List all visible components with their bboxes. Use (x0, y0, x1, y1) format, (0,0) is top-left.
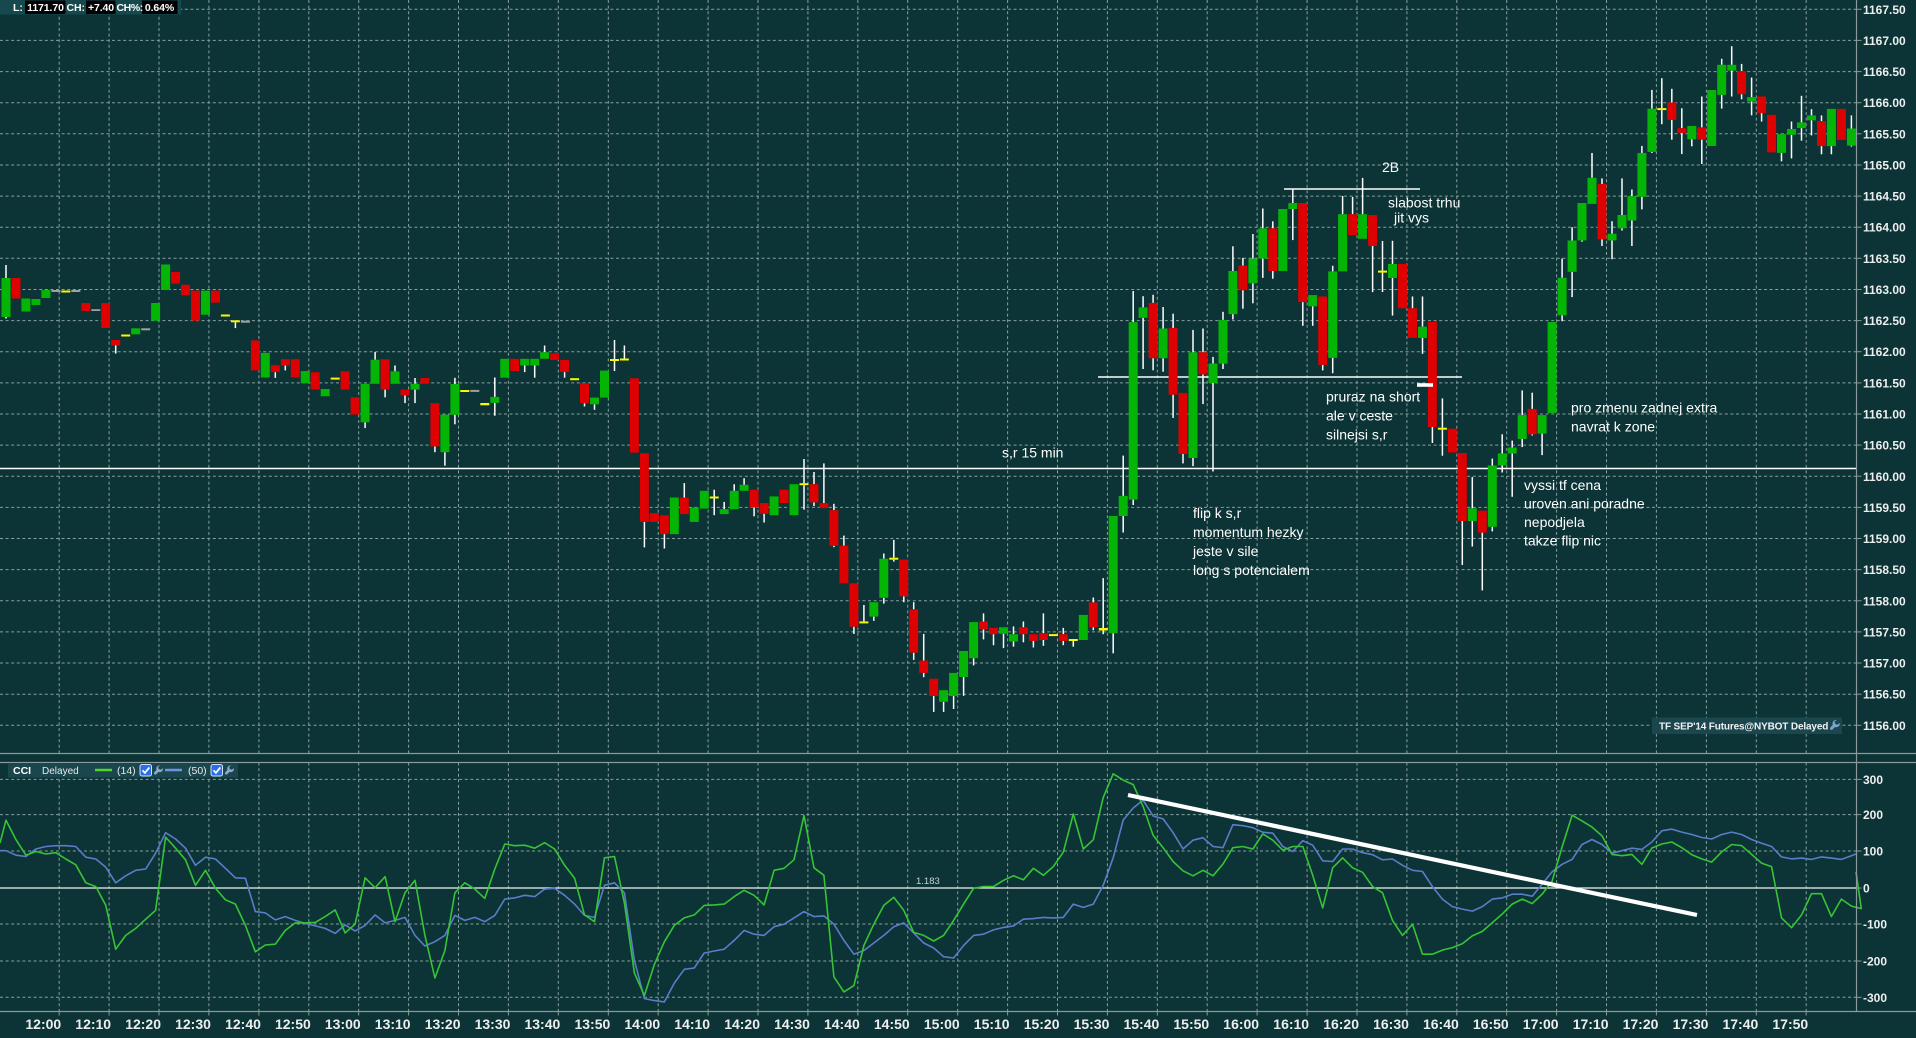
svg-text:100: 100 (1863, 845, 1883, 859)
svg-text:16:00: 16:00 (1223, 1016, 1259, 1032)
svg-text:2B: 2B (1382, 159, 1399, 175)
svg-text:1158.00: 1158.00 (1863, 594, 1906, 608)
svg-text:17:20: 17:20 (1623, 1016, 1659, 1032)
svg-text:jeste v sile: jeste v sile (1192, 543, 1259, 559)
svg-text:300: 300 (1863, 773, 1883, 787)
svg-text:1161.50: 1161.50 (1863, 376, 1906, 390)
svg-text:1167.50: 1167.50 (1863, 3, 1906, 17)
svg-text:-200: -200 (1863, 955, 1887, 969)
svg-text:15:40: 15:40 (1123, 1016, 1159, 1032)
svg-text:jit vys: jit vys (1393, 210, 1429, 226)
svg-text:s,r 15 min: s,r 15 min (1002, 445, 1063, 461)
svg-text:flip k s,r: flip k s,r (1193, 505, 1242, 521)
svg-text:12:20: 12:20 (125, 1016, 161, 1032)
svg-text:17:40: 17:40 (1722, 1016, 1758, 1032)
svg-text:Delayed: Delayed (42, 766, 79, 777)
svg-text:1164.00: 1164.00 (1863, 221, 1906, 235)
svg-text:L:: L: (13, 2, 23, 14)
svg-text:1159.50: 1159.50 (1863, 501, 1906, 515)
svg-text:13:00: 13:00 (325, 1016, 361, 1032)
svg-text:16:30: 16:30 (1373, 1016, 1409, 1032)
svg-text:ale v ceste: ale v ceste (1326, 408, 1393, 424)
svg-text:14:10: 14:10 (674, 1016, 710, 1032)
svg-text:vyssi tf cena: vyssi tf cena (1524, 477, 1601, 493)
svg-text:14:30: 14:30 (774, 1016, 810, 1032)
svg-text:12:10: 12:10 (75, 1016, 111, 1032)
svg-text:15:30: 15:30 (1074, 1016, 1110, 1032)
svg-text:12:40: 12:40 (225, 1016, 261, 1032)
svg-text:13:10: 13:10 (375, 1016, 411, 1032)
svg-text:1160.50: 1160.50 (1863, 439, 1906, 453)
svg-text:1166.50: 1166.50 (1863, 65, 1906, 79)
svg-text:14:50: 14:50 (874, 1016, 910, 1032)
svg-text:1163.00: 1163.00 (1863, 283, 1906, 297)
svg-text:14:00: 14:00 (624, 1016, 660, 1032)
svg-text:15:20: 15:20 (1024, 1016, 1060, 1032)
svg-text:0.64%: 0.64% (145, 2, 175, 14)
svg-text:TF SEP'14 Futures@NYBOT Delaye: TF SEP'14 Futures@NYBOT Delayed (1659, 722, 1828, 733)
svg-text:-300: -300 (1863, 991, 1887, 1005)
svg-text:1171.70: 1171.70 (27, 2, 64, 14)
svg-text:uroven ani poradne: uroven ani poradne (1524, 496, 1645, 512)
svg-text:1165.00: 1165.00 (1863, 159, 1906, 173)
svg-text:17:10: 17:10 (1573, 1016, 1609, 1032)
svg-text:takze flip nic: takze flip nic (1524, 533, 1601, 549)
svg-text:1158.50: 1158.50 (1863, 563, 1906, 577)
svg-text:+7.40: +7.40 (88, 2, 114, 14)
svg-text:13:20: 13:20 (425, 1016, 461, 1032)
svg-text:1157.00: 1157.00 (1863, 657, 1906, 671)
svg-text:1166.00: 1166.00 (1863, 96, 1906, 110)
svg-text:1159.00: 1159.00 (1863, 532, 1906, 546)
svg-text:12:00: 12:00 (25, 1016, 61, 1032)
svg-text:16:20: 16:20 (1323, 1016, 1359, 1032)
svg-text:15:50: 15:50 (1173, 1016, 1209, 1032)
svg-text:15:00: 15:00 (924, 1016, 960, 1032)
svg-text:14:20: 14:20 (724, 1016, 760, 1032)
svg-text:(14): (14) (117, 765, 136, 777)
svg-text:(50): (50) (188, 765, 207, 777)
svg-text:1157.50: 1157.50 (1863, 625, 1906, 639)
svg-text:16:50: 16:50 (1473, 1016, 1509, 1032)
svg-text:16:40: 16:40 (1423, 1016, 1459, 1032)
svg-text:1156.50: 1156.50 (1863, 688, 1906, 702)
svg-text:1167.00: 1167.00 (1863, 34, 1906, 48)
svg-text:CH%:: CH%: (117, 2, 143, 14)
svg-text:momentum hezky: momentum hezky (1193, 524, 1303, 540)
svg-text:1161.00: 1161.00 (1863, 408, 1906, 422)
svg-text:17:30: 17:30 (1673, 1016, 1709, 1032)
svg-text:pruraz na short: pruraz na short (1326, 389, 1420, 405)
svg-text:CH:: CH: (67, 2, 85, 14)
svg-text:long s potencialem: long s potencialem (1193, 562, 1310, 578)
svg-text:15:10: 15:10 (974, 1016, 1010, 1032)
svg-text:1.183: 1.183 (916, 876, 940, 887)
svg-text:1160.00: 1160.00 (1863, 470, 1906, 484)
svg-text:12:50: 12:50 (275, 1016, 311, 1032)
svg-text:0: 0 (1863, 882, 1870, 896)
svg-text:13:30: 13:30 (475, 1016, 511, 1032)
svg-text:pro zmenu zadnej extra: pro zmenu zadnej extra (1571, 400, 1718, 416)
svg-text:14:40: 14:40 (824, 1016, 860, 1032)
svg-text:silnejsi s,r: silnejsi s,r (1326, 427, 1388, 443)
svg-text:13:50: 13:50 (574, 1016, 610, 1032)
svg-text:16:10: 16:10 (1273, 1016, 1309, 1032)
svg-text:1165.50: 1165.50 (1863, 127, 1906, 141)
svg-text:CCI: CCI (13, 765, 31, 777)
svg-text:12:30: 12:30 (175, 1016, 211, 1032)
svg-text:1163.50: 1163.50 (1863, 252, 1906, 266)
svg-text:navrat k zone: navrat k zone (1571, 419, 1655, 435)
svg-text:slabost trhu: slabost trhu (1388, 195, 1460, 211)
svg-text:1164.50: 1164.50 (1863, 190, 1906, 204)
svg-text:17:50: 17:50 (1772, 1016, 1808, 1032)
svg-text:17:00: 17:00 (1523, 1016, 1559, 1032)
svg-text:1156.00: 1156.00 (1863, 719, 1906, 733)
svg-text:1162.00: 1162.00 (1863, 345, 1906, 359)
svg-text:200: 200 (1863, 808, 1883, 822)
svg-text:1162.50: 1162.50 (1863, 314, 1906, 328)
svg-text:13:40: 13:40 (524, 1016, 560, 1032)
svg-text:nepodjela: nepodjela (1524, 514, 1585, 530)
svg-text:-100: -100 (1863, 918, 1887, 932)
